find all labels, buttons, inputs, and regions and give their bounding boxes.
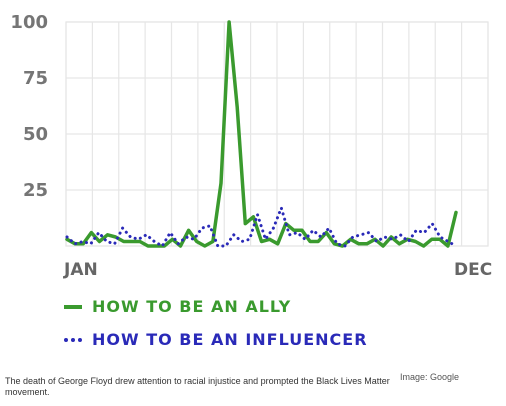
legend-swatch-ally — [64, 304, 82, 309]
y-tick-label: 75 — [23, 68, 48, 89]
legend-item-influencer: HOW TO BE AN INFLUENCER — [64, 330, 368, 349]
image-credit: Image: Google — [400, 372, 460, 382]
x-tick-dec: DEC — [454, 260, 492, 280]
y-axis-ticks: 100 75 50 25 — [10, 12, 48, 201]
series-layer — [65, 20, 458, 248]
x-tick-jan: JAN — [63, 260, 98, 280]
y-tick-label: 50 — [23, 124, 48, 145]
y-tick-label: 100 — [10, 12, 48, 33]
series-line-ally — [65, 20, 458, 248]
series-line-influencer — [65, 206, 458, 248]
chart-grid — [65, 21, 489, 247]
legend-swatch-influencer — [64, 337, 82, 342]
legend-label-ally: HOW TO BE AN ALLY — [92, 297, 292, 316]
legend-item-ally: HOW TO BE AN ALLY — [64, 297, 291, 316]
y-tick-label: 25 — [23, 180, 48, 201]
figure-caption: The death of George Floyd drew attention… — [5, 376, 390, 397]
legend-label-influencer: HOW TO BE AN INFLUENCER — [92, 330, 368, 349]
line-chart: 100 75 50 25 JAN DEC — [10, 12, 492, 280]
